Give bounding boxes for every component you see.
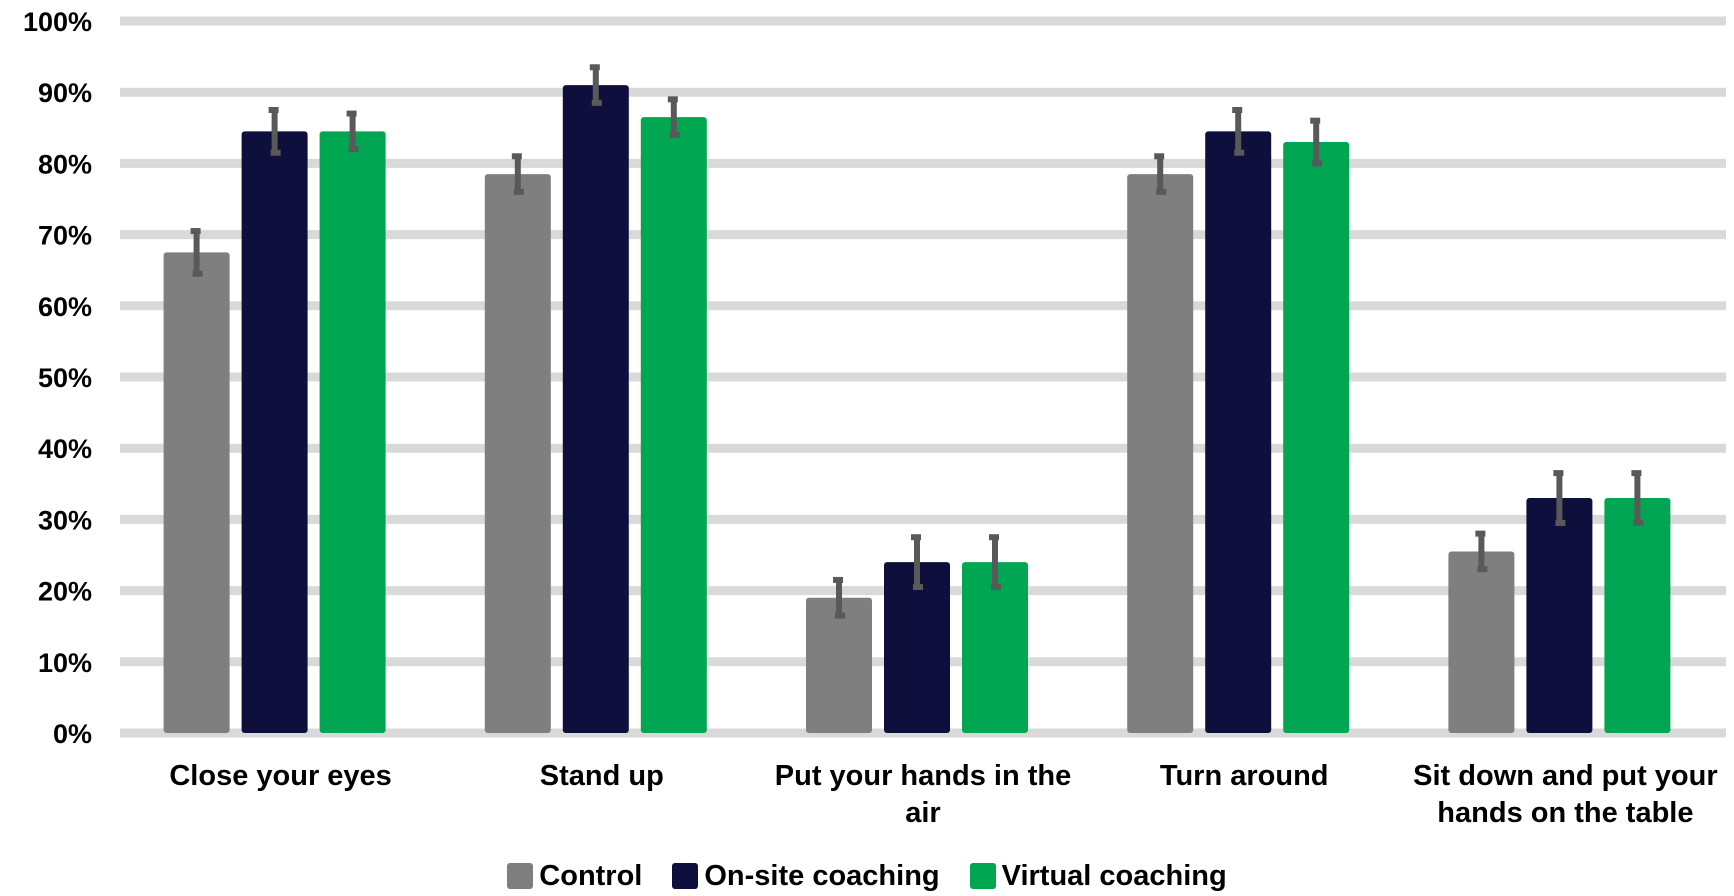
bar bbox=[962, 562, 1028, 733]
error-bar bbox=[1310, 117, 1323, 167]
bar bbox=[640, 117, 707, 734]
bar bbox=[884, 562, 950, 733]
category-label: Close your eyes bbox=[169, 760, 391, 792]
legend-item-virtual-coaching: Virtual coaching bbox=[969, 859, 1227, 893]
category-label: Sit down and put your hands on the table bbox=[1413, 760, 1717, 829]
bar-chart: 0% 10% 20% 30% 40% 50% 60% 70% 80% 90% 100% Close y… bbox=[23, 7, 1726, 829]
legend-item-control: Control bbox=[507, 860, 642, 893]
error-bar bbox=[511, 153, 524, 195]
error-bar bbox=[989, 534, 1001, 591]
bar bbox=[484, 174, 551, 733]
legend-swatch-on-site-coaching bbox=[672, 863, 699, 889]
bar bbox=[806, 597, 872, 733]
bar bbox=[319, 131, 386, 734]
error-bar bbox=[1154, 153, 1167, 195]
error-bar bbox=[833, 576, 845, 619]
bar bbox=[1448, 551, 1515, 733]
legend-label-on-site-coaching: On-site coaching bbox=[704, 859, 940, 892]
y-tick-label: 40% bbox=[38, 434, 92, 464]
y-tick-label: 10% bbox=[38, 648, 92, 678]
y-tick-label: 90% bbox=[38, 78, 92, 108]
error-bar bbox=[346, 110, 359, 153]
bar bbox=[562, 85, 629, 733]
y-tick-label: 70% bbox=[38, 221, 92, 251]
bar bbox=[1604, 498, 1671, 733]
error-bar bbox=[1232, 107, 1245, 156]
error-bar bbox=[268, 107, 281, 156]
bar bbox=[1283, 142, 1350, 734]
legend: Control On-site coaching Virtual coachin… bbox=[0, 856, 1734, 896]
bar bbox=[241, 131, 308, 734]
error-bar bbox=[667, 96, 680, 138]
category-label: Stand up bbox=[540, 760, 664, 792]
error-bar bbox=[190, 228, 203, 277]
legend-label-virtual-coaching: Virtual coaching bbox=[1001, 859, 1227, 892]
error-bar bbox=[1553, 470, 1566, 526]
y-tick-label: 100% bbox=[23, 7, 92, 37]
error-bar bbox=[589, 64, 602, 106]
bar bbox=[163, 252, 230, 733]
legend-item-on-site-coaching: On-site coaching bbox=[672, 859, 940, 893]
y-tick-label: 60% bbox=[38, 292, 92, 322]
category-label: Turn around bbox=[1160, 760, 1329, 792]
error-bar bbox=[911, 534, 923, 591]
legend-label-control: Control bbox=[539, 859, 643, 892]
bar bbox=[1526, 498, 1593, 733]
error-bar bbox=[1631, 470, 1644, 526]
legend-swatch-virtual-coaching bbox=[969, 863, 996, 889]
y-tick-label: 20% bbox=[38, 577, 92, 607]
bar bbox=[1127, 174, 1194, 733]
y-tick-label: 80% bbox=[38, 149, 92, 179]
bar bbox=[1205, 131, 1272, 734]
y-tick-label: 50% bbox=[38, 363, 92, 393]
category-label: Put your hands in the air bbox=[775, 760, 1071, 829]
y-tick-label: 0% bbox=[53, 719, 92, 749]
legend-swatch-control bbox=[507, 863, 534, 889]
error-bar bbox=[1475, 530, 1488, 573]
y-tick-label: 30% bbox=[38, 505, 92, 535]
